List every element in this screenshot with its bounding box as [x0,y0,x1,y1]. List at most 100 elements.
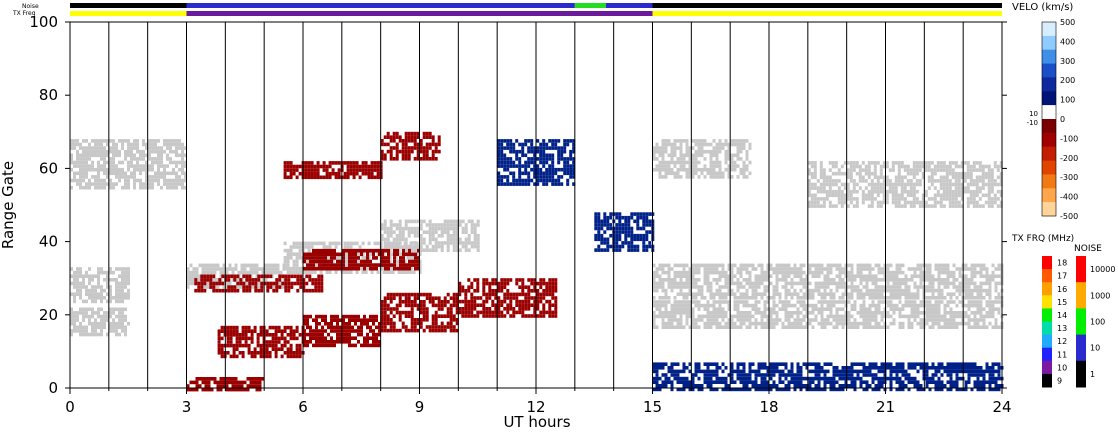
txfreq-color-cell [1042,269,1052,283]
velo-color-cell [1042,77,1056,92]
scatter-band-17 [380,131,441,161]
txfreq-color-cell [1042,360,1052,375]
txfreq-tick-label: 10 [1057,363,1067,372]
noise-tick-label: 10000 [1090,265,1115,274]
txfreq-bar-label: TX Freq [12,10,36,17]
scatter-layer [70,131,1004,392]
scatter-band-7 [807,161,1003,208]
noise-color-cell [1076,308,1086,336]
txfreq-segment [652,11,1002,16]
noise-segment [186,3,575,8]
txfreq-color-cell [1042,256,1052,270]
txfreq-color-cell [1042,334,1052,349]
scatter-band-13 [458,278,558,318]
velo-mid-label: 10 [1029,110,1038,118]
noise-tick-label: 100 [1090,318,1105,327]
noise-legend-title: NOISE [1074,244,1102,254]
scatter-band-19 [497,139,576,186]
x-tick-label: 9 [415,398,425,416]
txfreq-legend: 18 17 16 15 14 13 12 11 10 9 [1042,256,1067,388]
velo-tick-label: -400 [1060,193,1078,202]
x-tick-label: 3 [182,398,192,416]
velo-color-cell [1042,188,1056,203]
txfreq-tick-label: 12 [1057,337,1067,346]
y-axis-label: Range Gate [0,161,17,249]
y-tick-label: 20 [39,306,58,324]
x-axis-label: UT hours [503,413,570,431]
scatter-band-2 [70,307,130,337]
scatter-band-14 [194,274,324,293]
velo-color-cell [1042,174,1056,189]
axes: 0 3 6 9 12 15 18 21 24 0 20 40 60 80 100 [29,13,1011,416]
velo-tick-label: 100 [1060,96,1075,105]
velocity-legend: 500 400 300 200 100 0 -100 -200 -300 -400 -500 10-1… [1027,18,1079,221]
noise-tick-label: 1 [1090,370,1095,379]
txfreq-color-cell [1042,373,1052,388]
scatter-band-10 [217,325,305,359]
txfreq-tick-label: 9 [1057,376,1062,385]
velo-color-cell [1042,119,1056,134]
txfreq-segment [70,11,187,16]
txfreq-tick-label: 17 [1057,272,1067,281]
txfreq-tick-label: 11 [1057,350,1067,359]
velo-color-cell [1042,35,1056,51]
txfreq-segment [186,11,653,16]
txfreq-tick-label: 15 [1057,298,1067,307]
y-tick-label: 0 [48,379,58,397]
velo-color-cell [1042,132,1056,148]
txfreq-color-cell [1042,347,1052,362]
txfreq-tick-label: 14 [1057,311,1067,320]
y-tick-label: 60 [39,159,58,177]
txfreq-color-cell [1042,308,1052,322]
velo-tick-label: 0 [1060,115,1065,124]
velo-color-cell [1042,105,1056,120]
txfreq-color-cell [1042,295,1052,309]
noise-tick-label: 1000 [1090,291,1110,300]
y-tick-label: 40 [39,233,58,251]
velo-color-cell [1042,49,1056,65]
txfreq-color-cell [1042,282,1052,296]
scatter-band-6 [652,139,752,179]
scatter-band-8 [652,263,1004,300]
velo-color-cell [1042,146,1056,162]
hour-grid [108,22,964,388]
scatter-band-20 [652,362,1004,392]
velo-color-cell [1042,160,1056,175]
velo-color-cell [1042,22,1056,37]
scatter-band-11 [303,314,381,348]
x-tick-label: 21 [876,398,895,416]
noise-color-cell [1076,282,1086,309]
txfreq-tick-label: 18 [1057,259,1067,268]
y-tick-label: 100 [29,13,58,31]
velo-tick-label: -200 [1060,154,1078,163]
noise-color-cell [1076,256,1086,283]
velo-mid-label: -10 [1027,119,1038,127]
x-tick-label: 12 [526,398,545,416]
txfreq-tick-label: 16 [1057,285,1067,294]
noise-bar-label: Noise [22,3,39,10]
velo-color-cell [1042,63,1056,78]
noise-segment [652,3,1002,8]
scatter-band-1 [70,267,130,304]
velo-tick-label: -500 [1060,212,1078,221]
noise-segment [605,3,653,8]
noise-segment [574,3,606,8]
scatter-band-18 [186,377,265,392]
velo-legend-frame [1041,21,1057,217]
x-tick-label: 24 [992,398,1011,416]
scatter-band-15 [303,248,420,271]
noise-legend: 10000 1000 100 10 1 [1076,256,1115,388]
scatter-band-21 [594,212,655,252]
txfreq-legend-title: TX FRQ (MHz) [1011,234,1074,244]
velo-color-cell [1042,91,1056,106]
x-tick-label: 6 [298,398,308,416]
scatter-band-9 [652,300,1004,329]
velo-tick-label: 200 [1060,76,1075,85]
velo-tick-label: -300 [1060,173,1078,182]
scatter-band-0 [70,139,187,190]
status-bars [70,3,1002,16]
noise-color-cell [1076,334,1086,362]
x-tick-label: 15 [643,398,662,416]
x-tick-label: 18 [759,398,778,416]
